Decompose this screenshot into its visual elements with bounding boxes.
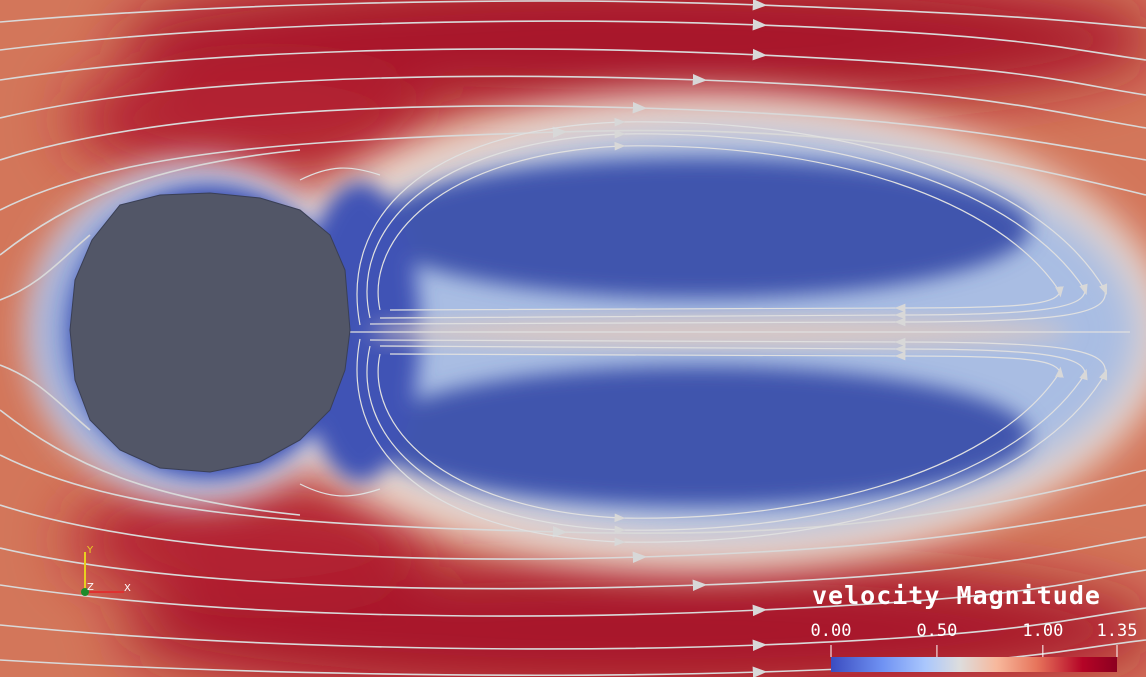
z-axis-label: Z (87, 582, 94, 593)
colorbar-tick-label: 0.50 (916, 621, 957, 641)
orientation-axes: Y Z X (81, 545, 131, 596)
x-axis-label: X (124, 583, 131, 594)
colorbar-gradient (831, 657, 1117, 672)
cylinder-obstacle (69, 192, 351, 473)
y-axis-label: Y (86, 545, 94, 556)
recirculation-streamlines (299, 117, 1130, 547)
colorbar-tick-label: 1.35 (1097, 621, 1138, 641)
colorbar-title: velocity Magnitude (812, 581, 1101, 610)
z-axis-dot (81, 588, 89, 596)
colorbar-tick-label: 1.00 (1022, 621, 1063, 641)
colorbar-tick-label: 0.00 (811, 621, 852, 641)
colorbar: velocity Magnitude 0.00 0.50 1.00 1.35 (811, 581, 1138, 672)
